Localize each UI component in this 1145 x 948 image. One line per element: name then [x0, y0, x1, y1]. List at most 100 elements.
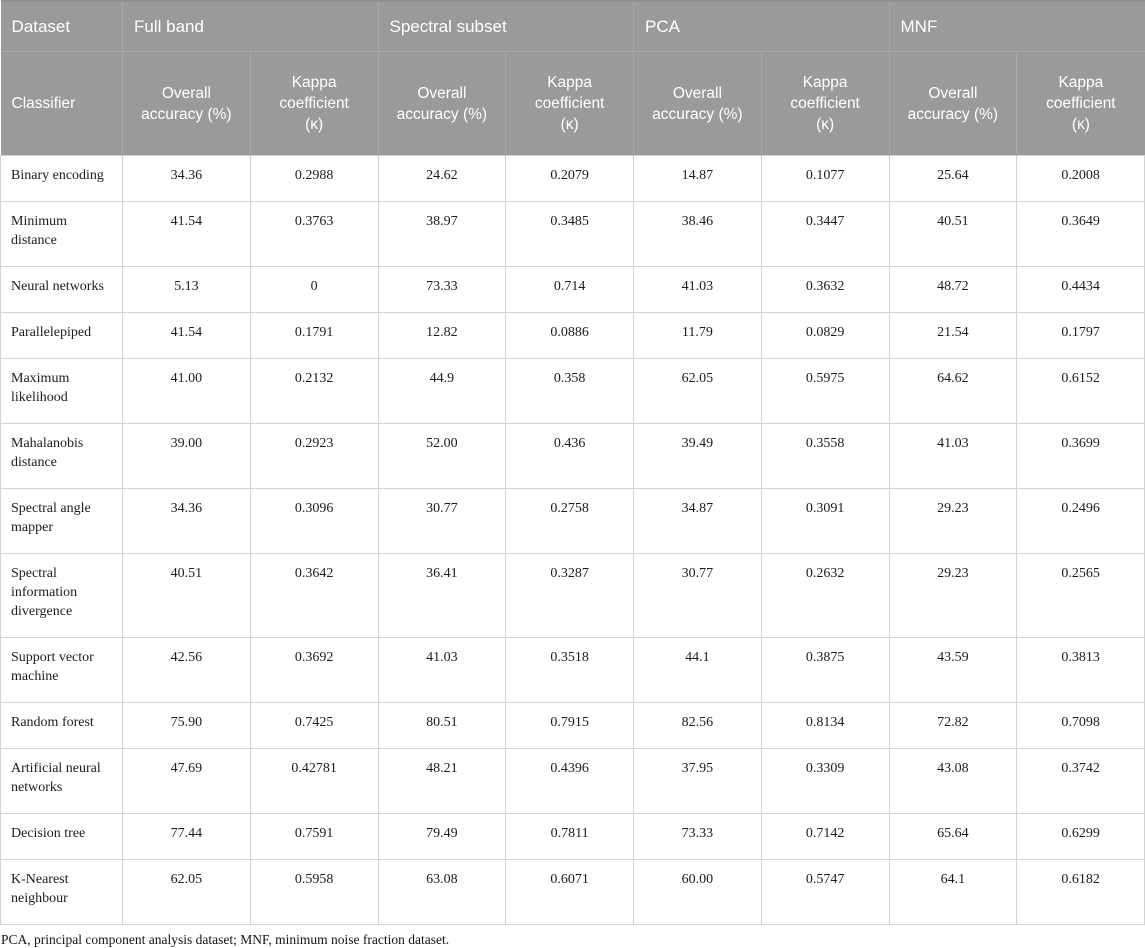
value-cell: 0.3763 — [249, 201, 379, 267]
table-row-decision-tree: Decision tree 77.44 0.7591 79.49 0.7811 73.33… — [0, 813, 1145, 860]
value-cell: 0.714 — [505, 266, 634, 313]
value-cell: 0.3309 — [760, 748, 890, 814]
value-cell: 0.2079 — [505, 155, 634, 202]
value-cell: 44.1 — [633, 637, 762, 703]
classifier-cell: Spectral information divergence — [0, 553, 123, 638]
value-cell: 60.00 — [633, 859, 762, 925]
value-cell: 0.3875 — [760, 637, 890, 703]
table-footnote: PCA, principal component analysis datase… — [1, 932, 450, 947]
value-cell: 0.7915 — [505, 702, 634, 749]
value-cell: 0.3287 — [505, 553, 634, 638]
value-cell: 0.6182 — [1016, 859, 1145, 925]
header-metric-row: Classifier Overall accuracy (%) Kappa coe… — [0, 51, 1145, 156]
value-cell: 30.77 — [633, 553, 762, 638]
header-overall-accuracy-full-band: Overall accuracy (%) — [122, 51, 251, 156]
header-overall-accuracy-mnf: Overall accuracy (%) — [889, 51, 1018, 156]
value-cell: 0 — [249, 266, 379, 313]
header-group-row: Dataset Full band Spectral subset PCA MNF — [0, 0, 1145, 52]
table-row-neural-networks: Neural networks 5.13 0 73.33 0.714 41.03 0.363… — [0, 266, 1145, 313]
classifier-cell: K-Nearest neighbour — [0, 859, 123, 925]
value-cell: 48.21 — [377, 748, 507, 814]
header-classifier: Classifier — [0, 51, 123, 156]
header-kappa-coefficient-spectral-subset: Kappa coefficient (κ) — [505, 51, 634, 156]
header-group-pca: PCA — [633, 0, 890, 52]
header-group-spectral-subset: Spectral subset — [378, 0, 634, 52]
value-cell: 0.2496 — [1016, 488, 1145, 554]
table-row-random-forest: Random forest 75.90 0.7425 80.51 0.7915 82.56… — [0, 702, 1145, 749]
value-cell: 0.3558 — [760, 423, 890, 489]
value-cell: 0.3632 — [760, 266, 890, 313]
table-body: Binary encoding 34.36 0.2988 24.62 0.2079 14.… — [0, 155, 1145, 925]
classifier-cell: Maximum likelihood — [0, 358, 123, 424]
value-cell: 47.69 — [122, 748, 251, 814]
value-cell: 48.72 — [888, 266, 1018, 313]
classifier-cell: Spectral angle mapper — [0, 488, 123, 554]
value-cell: 0.3485 — [505, 201, 634, 267]
value-cell: 0.6071 — [505, 859, 634, 925]
table-row-support-vector-machine: Support vector machine 42.56 0.3692 41.03 0.… — [0, 637, 1145, 703]
value-cell: 0.7098 — [1016, 702, 1145, 749]
value-cell: 0.4434 — [1016, 266, 1145, 313]
value-cell: 24.62 — [377, 155, 507, 202]
value-cell: 0.1077 — [760, 155, 890, 202]
value-cell: 42.56 — [122, 637, 251, 703]
value-cell: 79.49 — [377, 813, 507, 860]
value-cell: 0.6152 — [1016, 358, 1145, 424]
value-cell: 0.5747 — [760, 859, 890, 925]
value-cell: 82.56 — [633, 702, 762, 749]
value-cell: 73.33 — [377, 266, 507, 313]
table-row-spectral-information-divergence: Spectral information divergence 40.51 0.36… — [0, 553, 1145, 638]
value-cell: 39.49 — [633, 423, 762, 489]
value-cell: 0.42781 — [249, 748, 379, 814]
value-cell: 62.05 — [633, 358, 762, 424]
value-cell: 43.08 — [888, 748, 1018, 814]
header-overall-accuracy-pca: Overall accuracy (%) — [633, 51, 762, 156]
value-cell: 0.2008 — [1016, 155, 1145, 202]
value-cell: 0.7142 — [760, 813, 890, 860]
value-cell: 62.05 — [122, 859, 251, 925]
value-cell: 30.77 — [377, 488, 507, 554]
table-row-spectral-angle-mapper: Spectral angle mapper 34.36 0.3096 30.77 0.2… — [0, 488, 1145, 554]
value-cell: 0.3096 — [249, 488, 379, 554]
value-cell: 72.82 — [888, 702, 1018, 749]
value-cell: 0.2923 — [249, 423, 379, 489]
table-row-mahalanobis-distance: Mahalanobis distance 39.00 0.2923 52.00 0.43… — [0, 423, 1145, 489]
value-cell: 0.2132 — [249, 358, 379, 424]
header-dataset: Dataset — [0, 0, 123, 52]
value-cell: 12.82 — [377, 312, 507, 359]
header-kappa-coefficient-pca: Kappa coefficient (κ) — [761, 51, 890, 156]
value-cell: 0.0829 — [760, 312, 890, 359]
header-kappa-coefficient-mnf: Kappa coefficient (κ) — [1016, 51, 1145, 156]
classifier-cell: Artificial neural networks — [0, 748, 123, 814]
value-cell: 0.5975 — [760, 358, 890, 424]
value-cell: 0.2565 — [1016, 553, 1145, 638]
table-row-artificial-neural-networks: Artificial neural networks 47.69 0.42781 48… — [0, 748, 1145, 814]
value-cell: 0.3813 — [1016, 637, 1145, 703]
value-cell: 52.00 — [377, 423, 507, 489]
value-cell: 63.08 — [377, 859, 507, 925]
header-overall-accuracy-spectral-subset: Overall accuracy (%) — [378, 51, 507, 156]
value-cell: 34.87 — [633, 488, 762, 554]
table-row-binary-encoding: Binary encoding 34.36 0.2988 24.62 0.2079 14.… — [0, 155, 1145, 202]
value-cell: 41.00 — [122, 358, 251, 424]
value-cell: 0.8134 — [760, 702, 890, 749]
value-cell: 75.90 — [122, 702, 251, 749]
value-cell: 14.87 — [633, 155, 762, 202]
value-cell: 0.1791 — [249, 312, 379, 359]
table-row-parallelepiped: Parallelepiped 41.54 0.1791 12.82 0.0886 11.7… — [0, 312, 1145, 359]
value-cell: 44.9 — [377, 358, 507, 424]
value-cell: 0.0886 — [505, 312, 634, 359]
value-cell: 37.95 — [633, 748, 762, 814]
value-cell: 5.13 — [122, 266, 251, 313]
classifier-cell: Decision tree — [0, 813, 123, 860]
value-cell: 25.64 — [888, 155, 1018, 202]
value-cell: 34.36 — [122, 155, 251, 202]
value-cell: 0.7425 — [249, 702, 379, 749]
value-cell: 0.2632 — [760, 553, 890, 638]
value-cell: 38.46 — [633, 201, 762, 267]
value-cell: 80.51 — [377, 702, 507, 749]
value-cell: 41.54 — [122, 201, 251, 267]
value-cell: 64.1 — [888, 859, 1018, 925]
value-cell: 0.4396 — [505, 748, 634, 814]
value-cell: 0.5958 — [249, 859, 379, 925]
